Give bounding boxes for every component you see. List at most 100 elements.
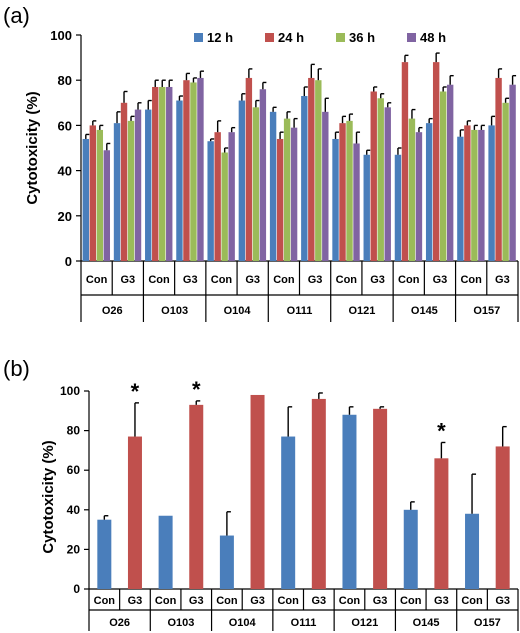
panel-b-bar bbox=[189, 404, 204, 589]
panel-a-bar bbox=[89, 125, 97, 262]
panel-a-bar bbox=[339, 123, 346, 261]
panel-b-sub-label: Con bbox=[216, 595, 238, 607]
panel-b: (b) Cytotoxicity (%) 0 20 40 60 80 100 * * * Co… bbox=[3, 356, 519, 631]
panel-a-bar bbox=[384, 107, 391, 261]
panel-b-group-label: O157 bbox=[474, 617, 501, 629]
panel-b-letter: (b) bbox=[3, 356, 30, 381]
panel-a-bar bbox=[363, 154, 370, 261]
panel-b-sub-label: Con bbox=[155, 595, 177, 607]
panel-a-legend-label: 24 h bbox=[278, 30, 304, 45]
panel-a-bar bbox=[346, 120, 353, 261]
panel-a-sub-label: Con bbox=[148, 274, 170, 286]
panel-a-legend-swatch bbox=[336, 33, 345, 42]
panel-a-sub-label: G3 bbox=[120, 274, 135, 286]
panel-a-y-tick-label: 80 bbox=[58, 73, 72, 88]
panel-a-bar bbox=[432, 62, 440, 262]
panel-b-sub-label: G3 bbox=[128, 595, 143, 607]
panel-b-group-label: O103 bbox=[167, 617, 194, 629]
panel-a-bar bbox=[370, 91, 377, 261]
panel-a-bar bbox=[446, 84, 454, 261]
panel-b-significance-star: * bbox=[192, 377, 201, 402]
panel-a-y-tick-label: 60 bbox=[58, 118, 72, 133]
panel-a-sub-label: Con bbox=[398, 274, 420, 286]
panel-b-y-tick-label: 0 bbox=[73, 582, 80, 596]
panel-a-bar bbox=[134, 109, 142, 261]
panel-a-group-label: O103 bbox=[161, 305, 188, 317]
panel-a-legend-swatch bbox=[265, 33, 274, 42]
panel-a-category-labels: Con G3 Con G3 Con G3 Con G3 Con G3 Con G3 Con G3 O26 O1… bbox=[80, 261, 519, 322]
panel-a-bar bbox=[113, 123, 121, 261]
panel-a-bar bbox=[308, 77, 315, 261]
panel-a-y-axis-title: Cytotoxicity (%) bbox=[24, 91, 41, 204]
panel-a-legend: 12 h 24 h 36 h 48 h bbox=[194, 30, 446, 45]
panel-a-bar bbox=[353, 143, 360, 261]
panel-a-bar bbox=[377, 98, 384, 261]
panel-a-bars bbox=[82, 52, 517, 262]
panel-a-bar bbox=[394, 154, 402, 261]
panel-a-group-label: O26 bbox=[102, 305, 123, 317]
panel-a-bar bbox=[238, 100, 246, 261]
panel-a-sub-label: Con bbox=[460, 274, 482, 286]
panel-a-bar bbox=[221, 152, 228, 261]
panel-b-bar bbox=[342, 414, 357, 589]
panel-a-sub-label: G3 bbox=[183, 274, 198, 286]
panel-b-sub-label: Con bbox=[94, 595, 116, 607]
panel-a-sub-label: G3 bbox=[308, 274, 323, 286]
panel-b-group-label: O104 bbox=[229, 617, 257, 629]
panel-a-bar bbox=[425, 123, 433, 261]
panel-a-bar bbox=[259, 89, 267, 262]
panel-a-group-label: O111 bbox=[287, 305, 313, 317]
panel-b-sub-label: G3 bbox=[495, 595, 510, 607]
panel-b-sub-label: G3 bbox=[250, 595, 265, 607]
panel-a-bar bbox=[322, 111, 329, 261]
panel-b-sub-label: G3 bbox=[373, 595, 388, 607]
panel-b-bar bbox=[250, 394, 265, 589]
panel-a-bar bbox=[145, 109, 152, 261]
panel-a-bar bbox=[269, 111, 277, 261]
panel-a-bar bbox=[214, 132, 221, 261]
panel-b-bar bbox=[311, 398, 326, 589]
panel-a-sub-label: G3 bbox=[495, 274, 510, 286]
panel-a-bar bbox=[332, 138, 339, 261]
panel-b-significance-star: * bbox=[131, 379, 140, 404]
panel-a-bar bbox=[152, 86, 159, 261]
panel-a-group-label: O104 bbox=[224, 305, 252, 317]
panel-a-sub-label: Con bbox=[336, 274, 358, 286]
panel-b-bar bbox=[373, 408, 388, 589]
panel-b-sub-label: Con bbox=[277, 595, 299, 607]
panel-a-bar bbox=[488, 125, 495, 262]
panel-a-bar bbox=[197, 77, 204, 261]
panel-b-bar bbox=[127, 436, 142, 589]
panel-a-bar bbox=[82, 138, 90, 261]
panel-b-sub-label: Con bbox=[339, 595, 361, 607]
panel-b-bar bbox=[434, 458, 449, 589]
panel-a-y-tick-label: 40 bbox=[58, 164, 72, 179]
panel-a-y-tick-label: 100 bbox=[50, 28, 72, 43]
panel-a-bar bbox=[439, 91, 447, 261]
panel-a-sub-label: G3 bbox=[370, 274, 385, 286]
panel-b-y-axis-title: Cytotoxicity (%) bbox=[40, 440, 57, 553]
panel-b-y-tick-label: 60 bbox=[67, 463, 81, 477]
panel-b-y-tick-label: 40 bbox=[67, 503, 81, 517]
panel-b-group-label: O26 bbox=[109, 617, 130, 629]
panel-a-group-label: O121 bbox=[348, 305, 375, 317]
panel-a-bar bbox=[207, 141, 214, 261]
panel-a-legend-label: 48 h bbox=[420, 30, 446, 45]
panel-b-sub-label: G3 bbox=[434, 595, 449, 607]
panel-a-letter: (a) bbox=[3, 3, 30, 28]
panel-a-bar bbox=[176, 100, 183, 261]
panel-a-bar bbox=[457, 136, 464, 261]
panel-b-bar bbox=[465, 513, 480, 589]
panel-b-bar bbox=[219, 535, 234, 589]
panel-a-legend-swatch bbox=[407, 33, 416, 42]
panel-a-bar bbox=[245, 77, 253, 261]
panel-a-bar bbox=[502, 102, 509, 261]
panel-a-bar bbox=[276, 138, 284, 261]
panel-a-sub-label: Con bbox=[86, 274, 108, 286]
panel-a-bar bbox=[183, 80, 190, 261]
panel-a-bar bbox=[415, 132, 423, 261]
panel-a-bar bbox=[290, 127, 298, 261]
panel-a-y-tick-label: 20 bbox=[58, 209, 72, 224]
panel-a-sub-label: G3 bbox=[245, 274, 260, 286]
